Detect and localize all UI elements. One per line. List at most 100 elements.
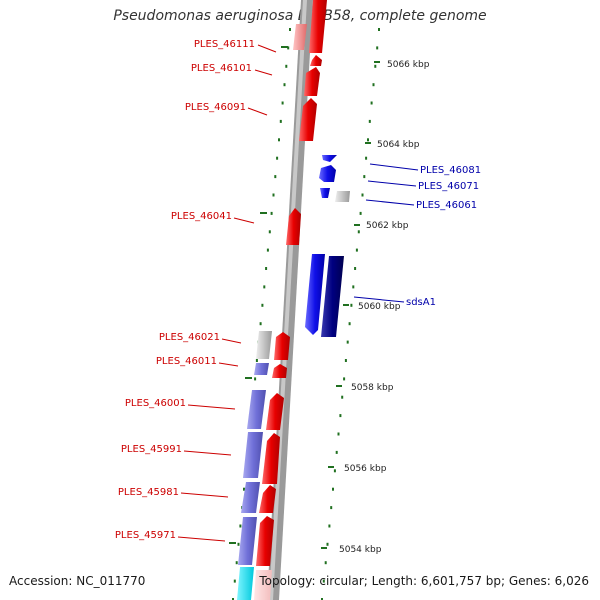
- gene-ples-45991-lav[interactable]: [243, 432, 263, 478]
- gene-label-ples-46101[interactable]: PLES_46101: [191, 63, 252, 74]
- gene-label-ples-46021[interactable]: PLES_46021: [159, 332, 220, 343]
- gene-label-ples-46111[interactable]: PLES_46111: [194, 39, 255, 50]
- guide-dot: [361, 193, 364, 197]
- gene-ples-45971-lav[interactable]: [238, 517, 257, 565]
- scale-label: 5056 kbp: [344, 464, 387, 474]
- gene-sdsA1-b[interactable]: [321, 256, 344, 337]
- gene-ples-46021[interactable]: [274, 332, 290, 360]
- gene-ples-46091-a[interactable]: [304, 67, 320, 96]
- guide-dot: [372, 83, 375, 87]
- guide-dot: [350, 303, 353, 307]
- guide-dot: [233, 579, 236, 583]
- guide-dot: [330, 506, 333, 510]
- guide-dot: [344, 359, 347, 362]
- guide-dot: [285, 64, 288, 68]
- guide-dot: [354, 267, 357, 270]
- left-track-genes: [237, 331, 272, 600]
- gene-label-sdsA1[interactable]: sdsA1: [406, 297, 436, 308]
- gene-ples-46061-a[interactable]: [320, 188, 330, 198]
- guide-dot: [237, 542, 240, 546]
- gene-ples-46001-lav[interactable]: [247, 390, 266, 429]
- left-labels: PLES_46111 PLES_46101 PLES_46091 PLES_46…: [115, 39, 277, 542]
- gene-ples-46061-b[interactable]: [335, 191, 350, 202]
- guide-dot: [322, 579, 325, 583]
- guide-dot: [333, 469, 336, 473]
- gene-label-ples-46011[interactable]: PLES_46011: [156, 356, 217, 367]
- gene-ples-46111-fwd[interactable]: [309, 0, 327, 53]
- scale-tick-5062: 5062 kbp: [354, 221, 409, 231]
- guide-dot: [326, 542, 329, 546]
- guide-dot: [268, 230, 271, 234]
- gene-label-ples-46081[interactable]: PLES_46081: [420, 165, 481, 176]
- gene-ples-46091-b[interactable]: [299, 98, 317, 141]
- guide-dot: [263, 285, 266, 289]
- scale-tick-5060: 5060 kbp: [343, 302, 401, 312]
- gene-ples-46001[interactable]: [266, 393, 284, 430]
- gene-ples-46041[interactable]: [286, 208, 301, 245]
- gene-ples-46071[interactable]: [319, 165, 336, 182]
- gene-cyan-bottom[interactable]: [237, 567, 254, 600]
- gene-ples-46081[interactable]: [322, 155, 337, 162]
- guide-dot: [287, 46, 290, 50]
- gene-ples-46101[interactable]: [310, 55, 322, 66]
- guide-dot: [370, 101, 373, 105]
- guide-dot: [239, 524, 242, 528]
- scale-label: 5060 kbp: [358, 302, 401, 312]
- scale-tick-5056: 5056 kbp: [328, 464, 387, 474]
- gene-label-ples-46001[interactable]: PLES_46001: [125, 398, 186, 409]
- gene-label-ples-46061[interactable]: PLES_46061: [416, 200, 477, 211]
- gc-guide-outer: [321, 28, 380, 600]
- guide-dot: [378, 28, 380, 31]
- guide-dot: [276, 156, 279, 160]
- guide-dot: [346, 340, 349, 344]
- guide-dot: [332, 487, 334, 491]
- accession-text: Accession: NC_011770: [9, 574, 146, 588]
- guide-dot: [341, 395, 344, 399]
- gene-ples-45981-lav[interactable]: [241, 482, 260, 513]
- gene-ples-45991[interactable]: [262, 433, 280, 484]
- scale-label: 5064 kbp: [377, 140, 420, 150]
- gene-ples-45971[interactable]: [256, 516, 274, 566]
- topology-text: Topology: circular; Length: 6,601,757 bp…: [259, 574, 589, 588]
- guide-dot: [259, 322, 262, 326]
- gene-label-ples-45971[interactable]: PLES_45971: [115, 530, 176, 541]
- guide-dot: [339, 414, 342, 418]
- guide-dot: [289, 28, 291, 31]
- gene-ples-46011[interactable]: [272, 364, 287, 378]
- guide-dot: [274, 175, 277, 179]
- reverse-genes: [305, 155, 350, 337]
- gene-ples-46011-lav[interactable]: [254, 363, 269, 375]
- guide-dot: [324, 561, 327, 565]
- guide-dot: [254, 377, 257, 381]
- gene-ples-45981[interactable]: [259, 485, 276, 513]
- gene-label-ples-46091[interactable]: PLES_46091: [185, 102, 246, 113]
- gene-label-ples-46041[interactable]: PLES_46041: [171, 211, 232, 222]
- scale-label: 5062 kbp: [366, 221, 409, 231]
- guide-dot: [335, 450, 338, 454]
- gene-label-ples-45981[interactable]: PLES_45981: [118, 487, 179, 498]
- gene-pale-bottom[interactable]: [254, 570, 272, 600]
- right-labels: PLES_46081 PLES_46071 PLES_46061 sdsA1: [353, 163, 481, 308]
- gene-label-ples-45991[interactable]: PLES_45991: [121, 444, 182, 455]
- guide-dot: [265, 267, 268, 270]
- scale-tick-5054: 5054 kbp: [321, 545, 382, 555]
- guide-dot: [272, 193, 275, 197]
- scale-label: 5066 kbp: [387, 60, 430, 70]
- guide-dot: [348, 322, 351, 326]
- guide-dot: [232, 598, 234, 600]
- map-title: Pseudomonas aeruginosa LESB58, complete …: [113, 8, 487, 24]
- gene-label-ples-46071[interactable]: PLES_46071: [418, 181, 479, 192]
- guide-dot: [355, 248, 358, 252]
- gene-ples-46111-seg[interactable]: [293, 24, 307, 50]
- guide-dot: [279, 119, 282, 123]
- guide-dot: [343, 377, 346, 381]
- gene-sdsA1-a[interactable]: [305, 254, 325, 335]
- inner-tick-marks: [229, 46, 288, 544]
- guide-dot: [255, 359, 258, 362]
- guide-dot: [266, 248, 269, 252]
- gene-ples-46021-grey[interactable]: [256, 331, 272, 359]
- guide-dot: [357, 230, 360, 234]
- guide-dot: [281, 101, 284, 105]
- guide-dot: [261, 303, 264, 307]
